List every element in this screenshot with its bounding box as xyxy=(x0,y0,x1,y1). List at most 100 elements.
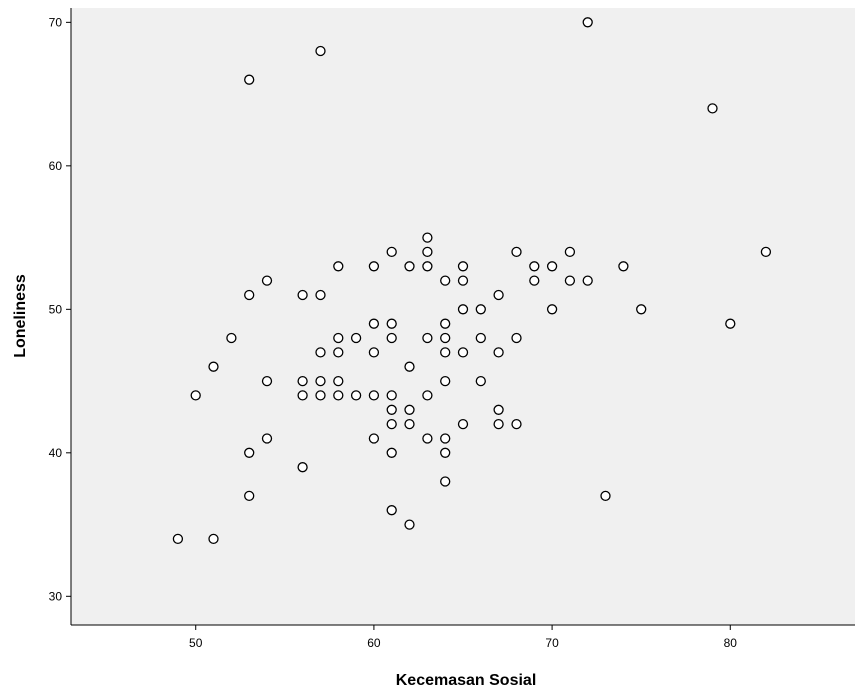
data-point xyxy=(457,418,469,430)
data-point xyxy=(760,246,772,258)
data-point xyxy=(422,261,433,272)
data-point xyxy=(172,533,184,545)
x-tick-label: 70 xyxy=(545,636,559,650)
data-point xyxy=(440,447,451,458)
x-tick-label: 50 xyxy=(189,636,203,650)
data-point xyxy=(404,519,415,530)
data-point xyxy=(475,375,486,387)
data-point xyxy=(333,261,344,272)
data-point xyxy=(297,289,308,301)
data-point xyxy=(386,246,397,258)
data-point xyxy=(368,433,380,444)
data-point xyxy=(493,347,504,358)
data-point xyxy=(600,490,611,502)
data-point xyxy=(386,404,397,415)
data-point xyxy=(457,347,469,358)
data-point xyxy=(333,375,344,387)
data-point xyxy=(422,433,433,444)
data-point xyxy=(440,433,451,444)
data-point xyxy=(297,390,308,401)
data-point xyxy=(404,418,415,430)
data-point xyxy=(511,246,522,258)
data-point xyxy=(244,490,255,502)
data-point xyxy=(493,404,504,415)
data-point xyxy=(315,390,326,401)
data-point xyxy=(190,390,201,401)
data-point xyxy=(297,375,308,387)
data-point xyxy=(261,433,273,444)
data-point xyxy=(315,45,326,57)
data-point xyxy=(564,275,576,286)
data-point xyxy=(261,275,273,286)
data-point xyxy=(440,375,451,387)
data-point xyxy=(457,261,469,272)
y-tick-label: 70 xyxy=(49,15,63,29)
data-point xyxy=(226,332,237,344)
data-point xyxy=(440,275,451,286)
data-point xyxy=(440,476,451,487)
data-point xyxy=(350,332,362,344)
data-point xyxy=(368,261,380,272)
y-tick-label: 40 xyxy=(49,446,63,460)
data-point xyxy=(457,304,469,315)
data-point xyxy=(386,332,397,344)
data-point xyxy=(440,347,451,358)
data-point xyxy=(546,261,558,272)
data-point xyxy=(386,505,397,516)
data-point xyxy=(386,390,397,401)
data-point xyxy=(386,318,397,329)
data-point xyxy=(636,304,647,315)
data-point xyxy=(457,275,469,286)
y-axis-title: Loneliness xyxy=(12,274,29,358)
data-point xyxy=(422,332,433,344)
data-point xyxy=(707,103,718,114)
data-point xyxy=(546,304,558,315)
y-axis-ticks: 30 40 50 60 70 xyxy=(49,15,71,603)
data-point xyxy=(493,289,504,301)
x-axis-ticks: 50 60 70 80 xyxy=(189,625,737,650)
data-point xyxy=(582,17,593,28)
data-point xyxy=(368,347,380,358)
data-point xyxy=(725,318,736,329)
data-point xyxy=(582,275,593,286)
data-point xyxy=(208,361,219,372)
data-point xyxy=(440,332,451,344)
x-axis-title: Kecemasan Sosial xyxy=(396,672,537,689)
plot-area xyxy=(71,8,855,625)
data-point xyxy=(493,418,504,430)
data-point xyxy=(333,390,344,401)
data-point xyxy=(529,275,540,286)
data-point xyxy=(475,332,486,344)
data-point xyxy=(386,418,397,430)
data-point xyxy=(475,304,486,315)
data-point xyxy=(208,533,219,545)
data-point xyxy=(440,318,451,329)
data-point xyxy=(386,447,397,458)
data-point xyxy=(244,447,255,458)
y-tick-label: 60 xyxy=(49,159,63,173)
data-point xyxy=(404,261,415,272)
y-tick-label: 30 xyxy=(49,589,63,603)
data-point xyxy=(422,232,433,243)
data-point xyxy=(244,74,255,85)
data-point xyxy=(368,390,380,401)
data-point xyxy=(422,246,433,258)
data-point xyxy=(333,347,344,358)
x-tick-label: 80 xyxy=(724,636,738,650)
data-point xyxy=(297,462,308,473)
data-point xyxy=(315,347,326,358)
data-point xyxy=(350,390,362,401)
data-point xyxy=(529,261,540,272)
data-point xyxy=(404,404,415,415)
data-point xyxy=(244,289,255,301)
data-point xyxy=(564,246,576,258)
data-point xyxy=(315,289,326,301)
y-tick-label: 50 xyxy=(49,302,63,316)
data-point xyxy=(422,390,433,401)
x-tick-label: 60 xyxy=(367,636,381,650)
data-point xyxy=(618,261,629,272)
data-points xyxy=(172,17,772,545)
data-point xyxy=(511,418,522,430)
data-point xyxy=(315,375,326,387)
